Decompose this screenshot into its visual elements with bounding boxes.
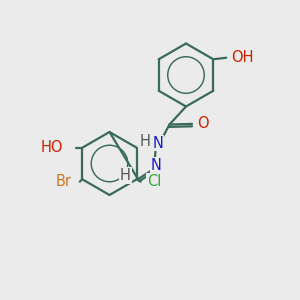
Text: N: N [151, 158, 161, 173]
Text: HO: HO [40, 140, 63, 155]
Text: N: N [152, 136, 163, 151]
Text: H: H [120, 168, 131, 183]
Text: OH: OH [231, 50, 254, 65]
Text: Cl: Cl [147, 174, 161, 189]
Text: O: O [197, 116, 209, 131]
Text: H: H [139, 134, 150, 149]
Text: Br: Br [56, 174, 71, 189]
